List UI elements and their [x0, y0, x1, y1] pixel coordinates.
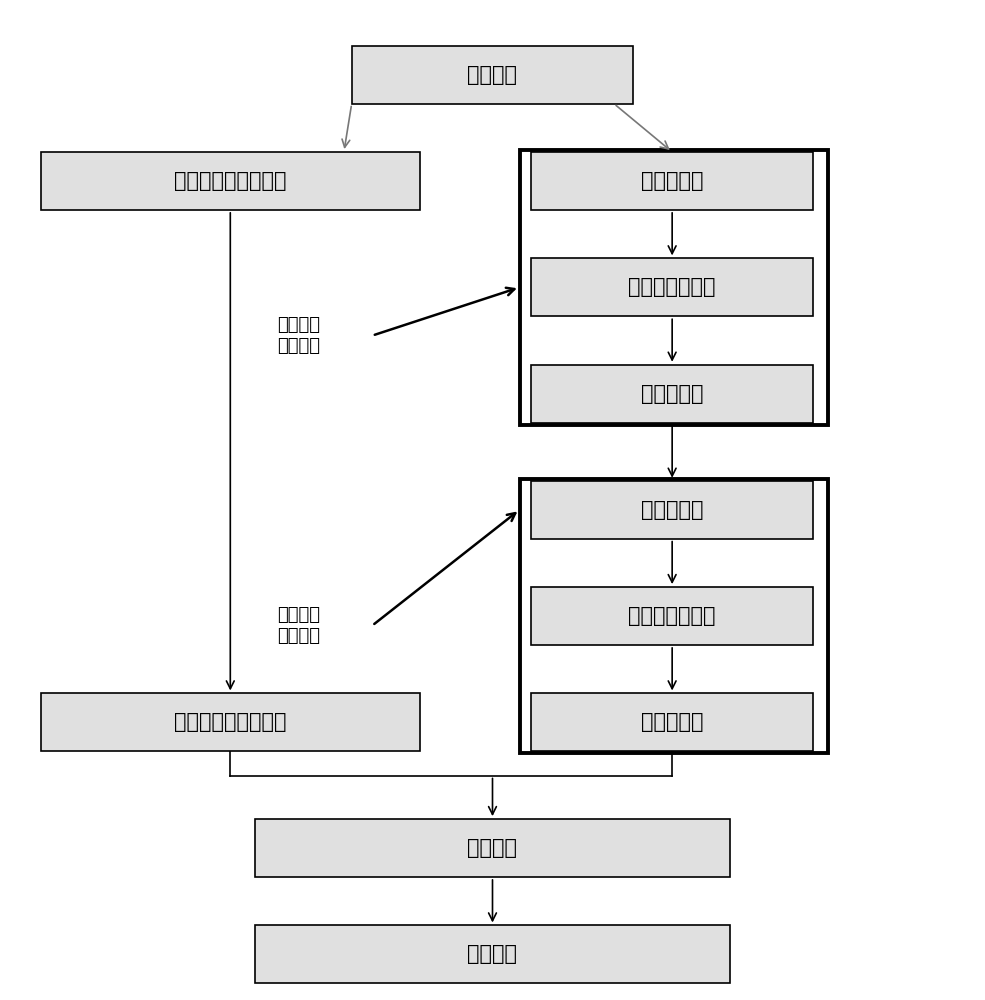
- Text: 结果输出: 结果输出: [468, 944, 517, 964]
- Bar: [531, 481, 813, 539]
- Bar: [41, 693, 420, 751]
- Bar: [531, 693, 813, 751]
- Text: 全连接层: 全连接层: [468, 838, 517, 858]
- Bar: [531, 258, 813, 316]
- Bar: [254, 819, 731, 877]
- Bar: [520, 479, 827, 753]
- Bar: [531, 152, 813, 210]
- Bar: [41, 152, 420, 210]
- Bar: [352, 46, 633, 104]
- Text: 第一最大池化层: 第一最大池化层: [628, 277, 716, 297]
- Text: 第一长短期记忆网络: 第一长短期记忆网络: [174, 171, 287, 191]
- Bar: [254, 925, 731, 983]
- Text: 第二长短期记忆网络: 第二长短期记忆网络: [174, 712, 287, 732]
- Text: 第一激活层: 第一激活层: [641, 384, 703, 404]
- Text: 第二卷积层: 第二卷积层: [641, 500, 703, 520]
- Bar: [531, 587, 813, 645]
- Text: 第一卷积层: 第一卷积层: [641, 171, 703, 191]
- Bar: [531, 365, 813, 423]
- Bar: [520, 150, 827, 425]
- Text: 第二最大池化层: 第二最大池化层: [628, 606, 716, 626]
- Text: 第二激活层: 第二激活层: [641, 712, 703, 732]
- Text: 第一卷积
神经网络: 第一卷积 神经网络: [277, 316, 320, 355]
- Text: 第二卷积
神经网络: 第二卷积 神经网络: [277, 606, 320, 645]
- Text: 数据输入: 数据输入: [468, 65, 517, 85]
